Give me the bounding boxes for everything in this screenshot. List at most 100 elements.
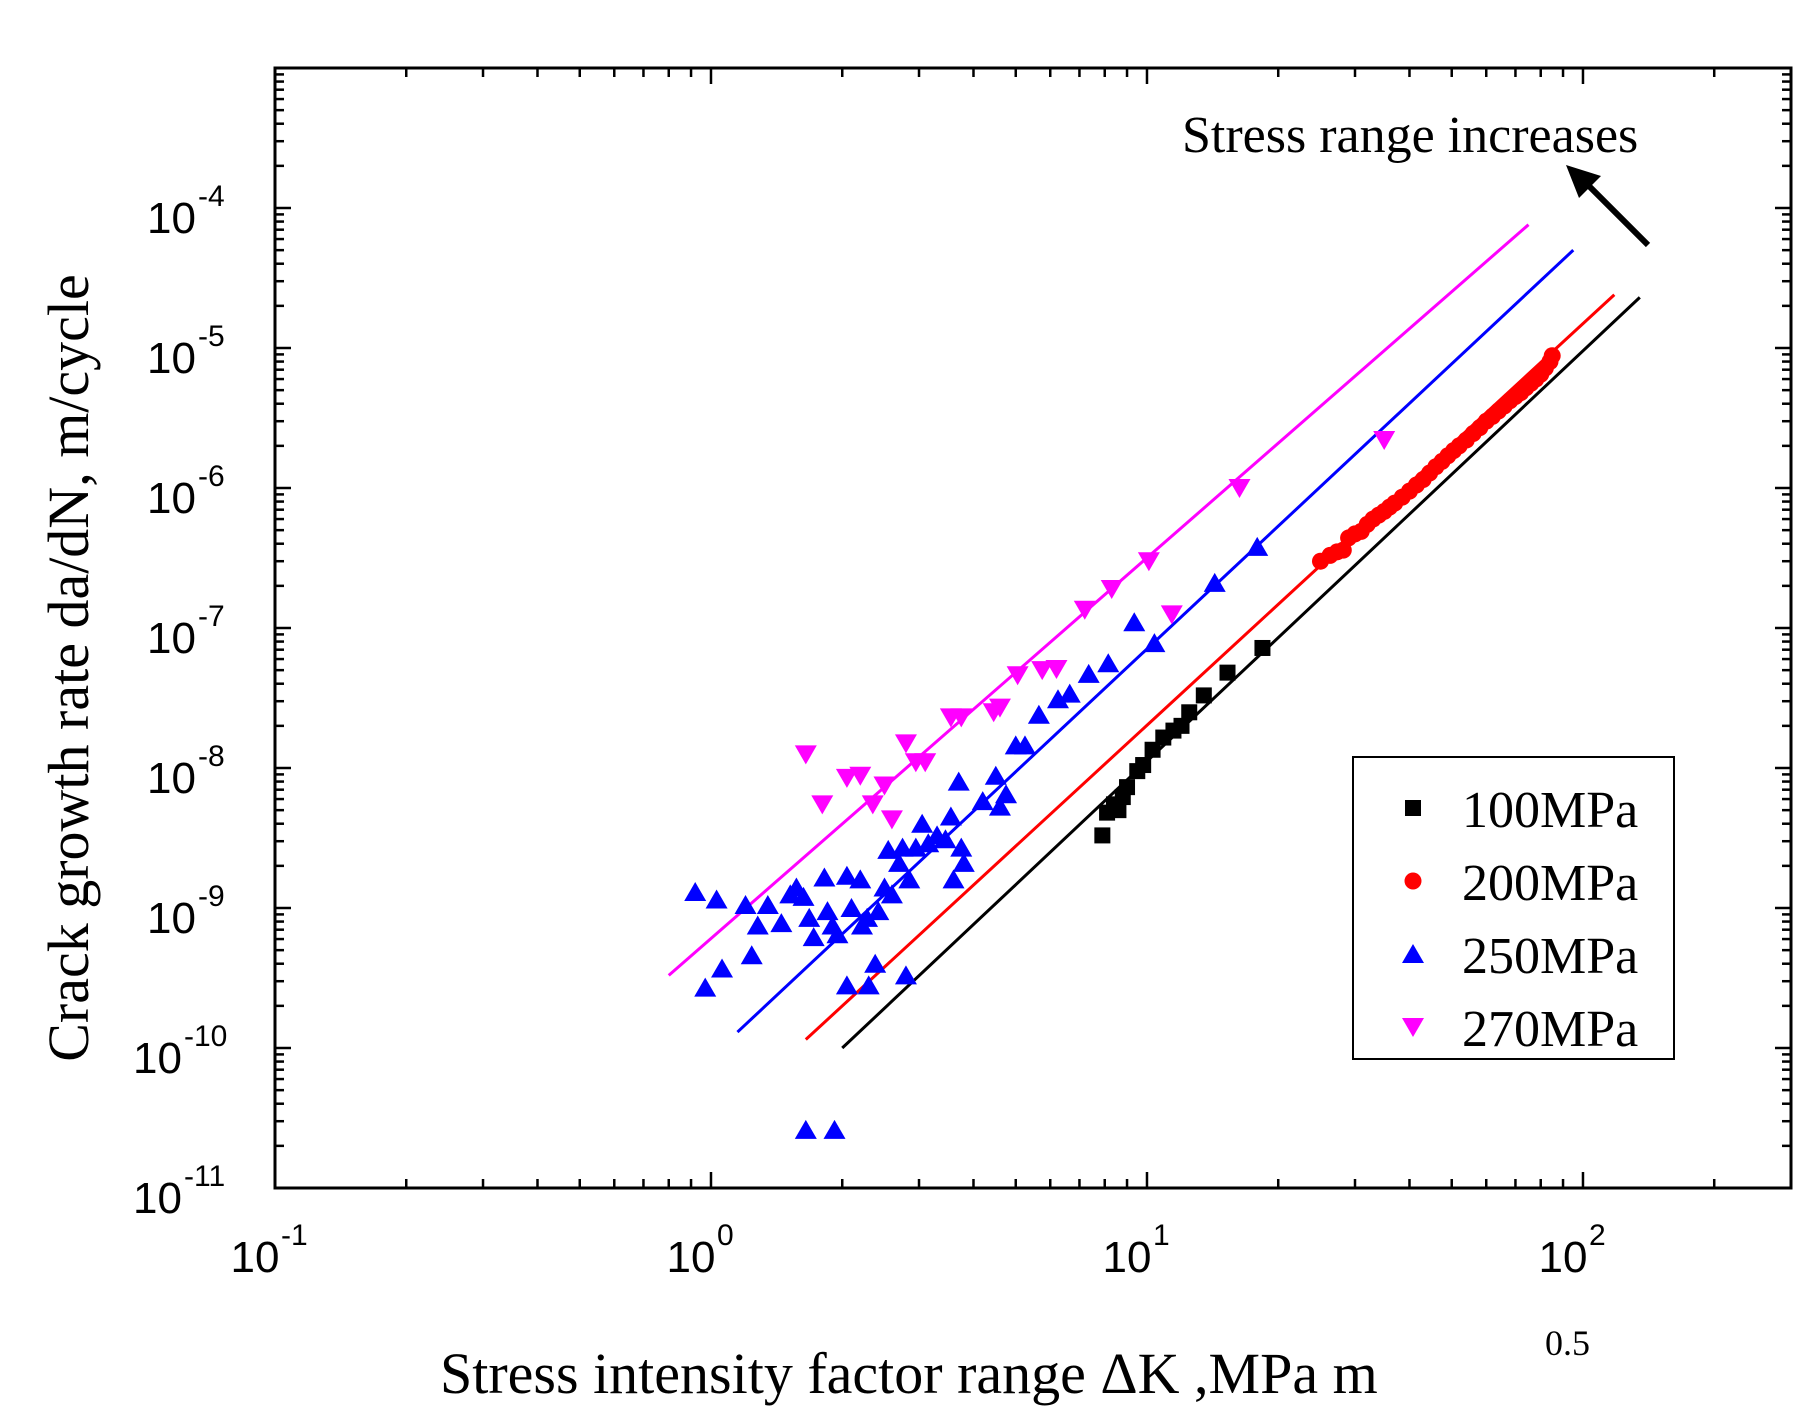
x-tick-label: 10 [1539,1233,1588,1282]
data-point-250MPa [898,869,921,889]
data-point-250MPa [823,1119,846,1139]
data-point-270MPa [1100,579,1123,599]
data-point-100MPa [1135,757,1152,774]
data-point-100MPa [1254,639,1271,656]
y-tick-label-exponent: -7 [198,600,225,633]
data-point-250MPa [894,965,917,985]
legend: 100MPa 200MPa 250MPa 270MPa [1402,782,1638,1058]
data-point-250MPa [694,977,717,997]
data-point-250MPa [1123,612,1146,632]
data-point-250MPa [867,901,890,921]
legend-marker-270MPa [1402,1018,1424,1037]
x-tick-label-exponent: 0 [717,1219,734,1252]
data-point-250MPa [734,895,757,915]
data-point-100MPa [1119,779,1136,796]
data-point-250MPa [840,898,863,917]
data-point-270MPa [835,768,858,788]
y-tick-label-exponent: -11 [184,1160,225,1193]
data-point-100MPa [1181,704,1198,721]
annotation-arrow-head-icon [1566,165,1601,198]
data-point-270MPa [1045,659,1068,679]
data-point-250MPa [816,901,839,921]
data-point-270MPa [1137,552,1160,572]
y-tick-label: 10 [133,1034,182,1083]
data-point-250MPa [826,924,849,944]
data-point-250MPa [798,907,821,927]
annotation-text: Stress range increases [1182,107,1638,164]
y-tick-label: 10 [147,614,196,663]
data-point-270MPa [849,766,872,786]
data-point-250MPa [934,829,957,849]
data-point-250MPa [794,1119,817,1139]
data-point-250MPa [856,907,879,927]
data-point-100MPa [1110,802,1127,819]
data-point-250MPa [911,813,934,833]
data-point-250MPa [950,837,973,857]
data-point-270MPa [1160,605,1183,625]
data-point-250MPa [1058,683,1081,703]
x-tick-label-exponent: 2 [1589,1219,1606,1252]
x-tick-label: 10 [231,1233,280,1282]
y-tick-label: 10 [133,1174,182,1223]
data-point-250MPa [984,765,1007,785]
data-point-250MPa [995,784,1018,804]
data-point-100MPa [1144,741,1161,758]
y-tick-label: 10 [147,754,196,803]
data-point-270MPa [880,810,903,830]
y-tick-label: 10 [147,334,196,383]
legend-marker-250MPa [1402,944,1424,963]
x-tick-label-exponent: 1 [1153,1219,1170,1252]
y-axis-label: Crack growth rate da/dN, m/cycle [36,274,101,1062]
y-tick-label: 10 [147,194,196,243]
y-tick-label: 10 [147,894,196,943]
data-point-250MPa [792,886,815,906]
y-tick-label-exponent: -6 [198,460,225,493]
legend-label-100MPa: 100MPa [1462,782,1638,839]
y-tick-label-exponent: -5 [198,320,225,353]
y-tick-label-exponent: -4 [198,180,225,213]
y-tick-label-exponent: -10 [184,1020,227,1053]
data-point-270MPa [914,753,937,773]
data-point-250MPa [952,852,975,872]
data-point-270MPa [950,708,973,728]
legend-label-270MPa: 270MPa [1462,1001,1638,1058]
annotation-arrow-shaft [1585,182,1651,248]
data-point-270MPa [861,795,884,815]
data-point-250MPa [813,867,836,887]
x-tick-label: 10 [667,1233,716,1282]
data-point-250MPa [947,771,970,791]
data-point-270MPa [1006,666,1029,686]
data-point-250MPa [1143,633,1166,653]
data-point-250MPa [746,915,769,935]
data-point-270MPa [894,734,917,754]
data-point-100MPa [1173,717,1190,734]
data-point-270MPa [1373,431,1396,451]
x-tick-label: 10 [1103,1233,1152,1282]
data-point-270MPa [811,795,834,815]
data-point-250MPa [939,806,962,826]
data-point-270MPa [1031,661,1054,681]
data-point-270MPa [988,698,1011,718]
data-point-250MPa [684,882,707,902]
data-point-250MPa [849,869,872,889]
y-tick-label-exponent: -8 [198,740,225,773]
data-point-250MPa [1077,663,1100,683]
data-point-250MPa [1097,653,1120,673]
data-point-250MPa [1203,572,1226,592]
legend-marker-100MPa [1405,800,1421,816]
data-point-100MPa [1195,687,1212,704]
data-point-100MPa [1094,827,1111,844]
data-point-250MPa [888,852,911,872]
data-point-270MPa [1073,600,1096,620]
data-point-270MPa [873,776,896,796]
legend-label-200MPa: 200MPa [1462,855,1638,912]
fit-line-270MPa [667,223,1530,977]
data-point-250MPa [711,958,734,978]
x-tick-label-exponent: -1 [281,1219,308,1252]
data-points-layer [684,347,1561,1139]
data-point-100MPa [1219,664,1236,681]
data-point-250MPa [864,953,887,973]
data-point-250MPa [756,895,779,915]
